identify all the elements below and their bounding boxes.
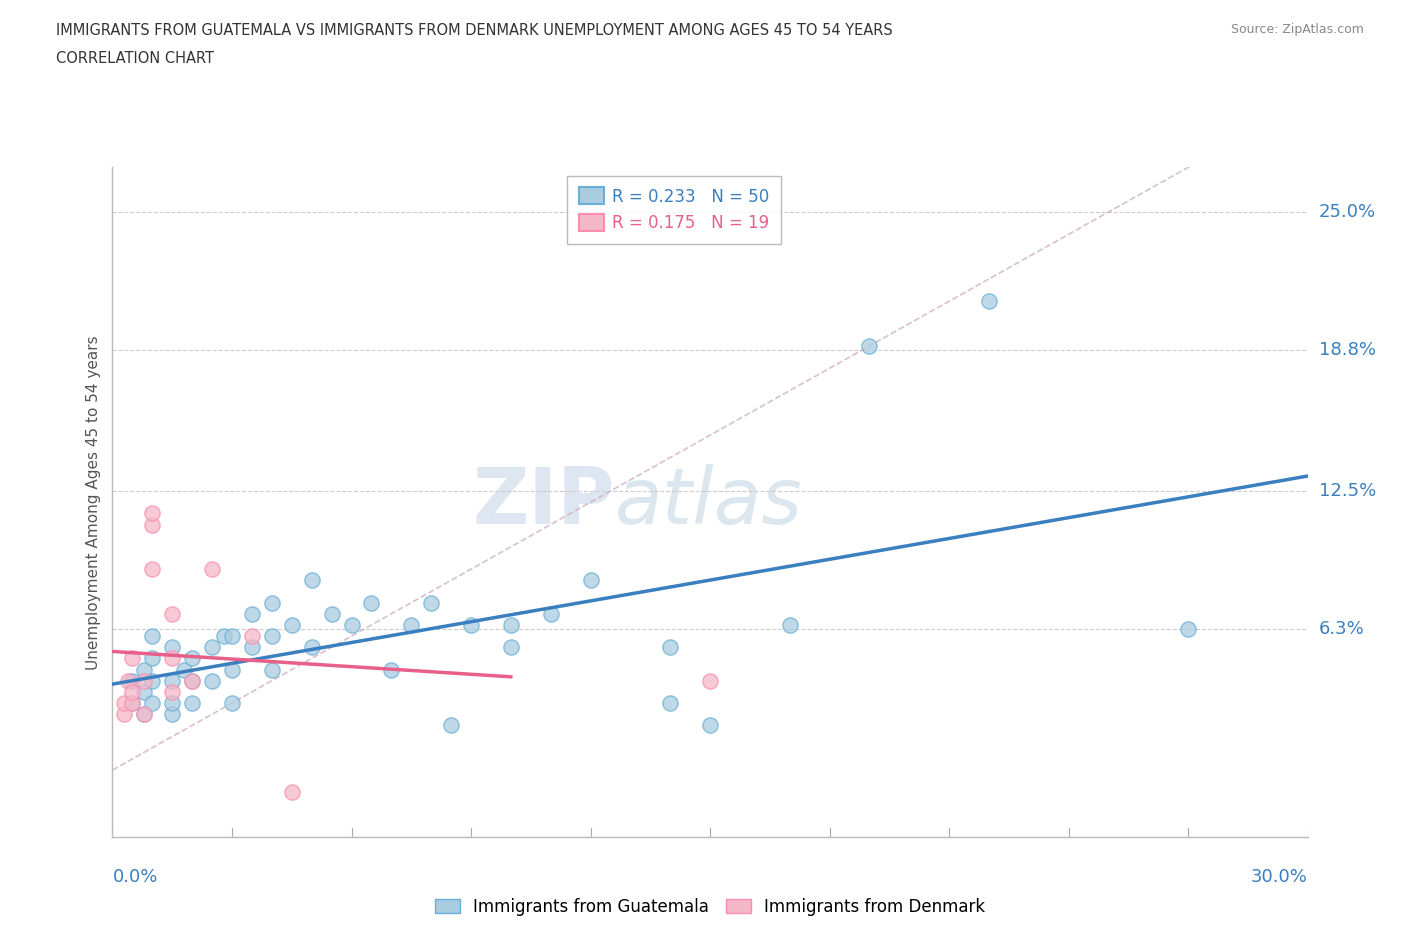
Point [1177,622,1199,637]
Point [141,696,163,711]
Point [380,662,402,677]
Point [540,606,562,621]
Point [121,684,143,699]
Point [181,673,204,688]
Point [240,629,263,644]
Point [699,673,721,688]
Point [117,673,139,688]
Text: 12.5%: 12.5% [1319,482,1376,500]
Point [114,696,135,711]
Point [162,696,183,711]
Point [240,606,263,621]
Point [141,651,163,666]
Point [260,595,283,610]
Point [134,707,156,722]
Point [114,707,135,722]
Text: 30.0%: 30.0% [1251,868,1308,885]
Point [162,651,183,666]
Point [201,673,224,688]
Text: 25.0%: 25.0% [1319,203,1376,221]
Point [134,673,156,688]
Point [360,595,382,610]
Point [181,696,204,711]
Point [301,573,323,588]
Text: IMMIGRANTS FROM GUATEMALA VS IMMIGRANTS FROM DENMARK UNEMPLOYMENT AMONG AGES 45 : IMMIGRANTS FROM GUATEMALA VS IMMIGRANTS … [56,23,893,38]
Point [121,651,143,666]
Point [201,562,224,577]
Point [221,662,243,677]
Point [162,684,183,699]
Point [260,662,283,677]
Point [977,294,1000,309]
Point [260,629,283,644]
Point [579,573,602,588]
Point [779,618,801,632]
Point [212,629,235,644]
Point [134,684,156,699]
Point [141,673,163,688]
Point [221,696,243,711]
Point [162,707,183,722]
Point [141,506,163,521]
Point [181,651,204,666]
Point [499,640,522,655]
Point [460,618,482,632]
Text: atlas: atlas [614,464,803,540]
Point [659,640,682,655]
Point [141,629,163,644]
Point [281,785,304,800]
Point [134,707,156,722]
Text: 18.8%: 18.8% [1319,341,1375,359]
Point [141,517,163,532]
Point [121,696,143,711]
Point [340,618,363,632]
Point [858,339,880,353]
Point [499,618,522,632]
Point [301,640,323,655]
Point [321,606,343,621]
Point [162,606,183,621]
Y-axis label: Unemployment Among Ages 45 to 54 years: Unemployment Among Ages 45 to 54 years [86,335,101,670]
Point [162,640,183,655]
Text: 6.3%: 6.3% [1319,620,1364,638]
Point [221,629,243,644]
Text: CORRELATION CHART: CORRELATION CHART [56,51,214,66]
Point [401,618,423,632]
Point [134,662,156,677]
Point [121,673,143,688]
Text: Source: ZipAtlas.com: Source: ZipAtlas.com [1230,23,1364,36]
Text: ZIP: ZIP [472,464,614,540]
Point [181,673,204,688]
Point [699,718,721,733]
Point [201,640,224,655]
Point [281,618,304,632]
Legend: Immigrants from Guatemala, Immigrants from Denmark: Immigrants from Guatemala, Immigrants fr… [429,891,991,923]
Point [162,673,183,688]
Text: 0.0%: 0.0% [112,868,157,885]
Point [173,662,195,677]
Point [141,562,163,577]
Point [440,718,463,733]
Point [420,595,443,610]
Point [659,696,682,711]
Point [121,696,143,711]
Point [240,640,263,655]
